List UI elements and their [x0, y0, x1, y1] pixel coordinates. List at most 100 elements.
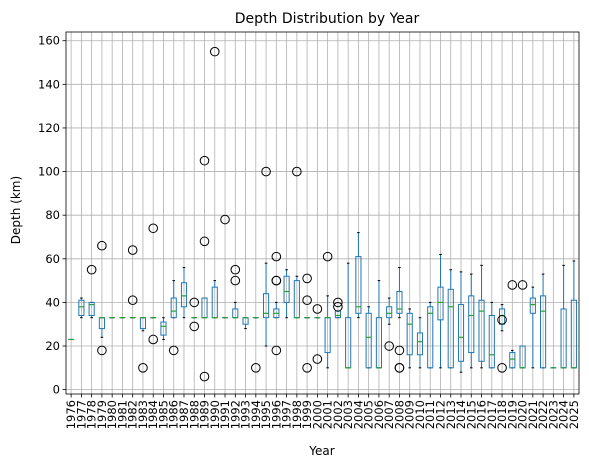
x-tick-label: 2007 [382, 400, 396, 429]
x-tick-label: 1992 [228, 400, 242, 429]
x-tick-label: 1997 [280, 400, 294, 429]
outlier-point [497, 315, 507, 325]
x-tick-label: 1985 [156, 400, 170, 429]
x-tick-label: 2014 [454, 400, 468, 429]
x-tick-label: 1983 [136, 400, 150, 429]
outlier-point [271, 275, 282, 286]
outlier-point [333, 297, 343, 308]
outlier-point [394, 345, 405, 356]
x-tick-label: 1999 [300, 400, 314, 429]
x-tick-label: 2018 [495, 400, 509, 429]
x-tick-label: 2021 [526, 400, 540, 429]
box-2022 [540, 273, 547, 369]
outlier-point [333, 301, 343, 312]
x-tick-label: 1976 [64, 400, 78, 429]
y-tick-label: 60 [45, 252, 60, 266]
box-1986 [168, 280, 179, 356]
x-tick-label: 2010 [413, 400, 427, 429]
box-1988 [189, 297, 200, 332]
outlier-point [220, 214, 230, 225]
x-tick-label: 2002 [331, 400, 345, 429]
x-tick-label: 1978 [85, 400, 99, 429]
y-tick-label: 140 [38, 77, 60, 91]
x-tick-label: 2017 [485, 400, 499, 429]
outlier-point [97, 240, 107, 251]
grid-lines [66, 32, 579, 394]
x-tick-label: 1998 [290, 400, 304, 429]
outlier-point [497, 363, 507, 373]
box-iqr [170, 297, 177, 319]
x-tick-label: 1977 [74, 400, 88, 429]
box-2000 [312, 304, 323, 364]
box-iqr [78, 299, 85, 316]
x-tick-label: 2000 [310, 400, 324, 429]
box-2007 [384, 297, 394, 351]
outlier-point [322, 251, 333, 262]
box-1978 [86, 264, 97, 319]
box-iqr [427, 306, 434, 369]
box-2020 [517, 280, 528, 369]
y-tick-label: 120 [38, 121, 60, 135]
x-tick-label: 2016 [475, 400, 489, 429]
box-1983 [138, 317, 148, 373]
box-1977 [78, 297, 85, 319]
box-iqr [396, 291, 403, 314]
outlier-point [251, 363, 261, 373]
box-2017 [488, 301, 495, 369]
x-tick-label: 1980 [105, 400, 119, 429]
box-1985 [160, 317, 167, 340]
outlier-point [302, 273, 312, 284]
box-iqr [488, 314, 495, 369]
outlier-point [271, 251, 282, 262]
outlier-point [517, 280, 528, 290]
box-2008 [394, 267, 405, 373]
x-tick-label: 1994 [249, 400, 263, 429]
box-iqr [457, 304, 465, 362]
box-1991 [220, 214, 230, 319]
outlier-point [199, 155, 210, 166]
y-tick-label: 0 [53, 383, 60, 397]
box-2002 [333, 297, 343, 319]
x-tick-label: 1995 [259, 400, 273, 429]
y-axis-label: Depth (km) [9, 176, 23, 244]
box-iqr [355, 256, 362, 314]
box-iqr [447, 288, 454, 369]
box-2024 [560, 264, 567, 369]
y-tick-label: 80 [45, 208, 60, 222]
outlier-point [312, 304, 323, 314]
outlier-point [127, 295, 138, 306]
box-iqr [509, 352, 516, 369]
box-2009 [406, 308, 413, 369]
box-2011 [427, 301, 434, 369]
outlier-point [209, 46, 220, 57]
outlier-point [168, 345, 179, 356]
x-tick-label: 1987 [177, 400, 191, 429]
box-2018 [497, 304, 507, 373]
box-1984 [148, 223, 159, 345]
box-iqr [529, 297, 536, 314]
outlier-point [189, 297, 200, 308]
x-tick-label: 2022 [536, 400, 550, 429]
y-tick-label: 160 [38, 34, 60, 48]
box-iqr [437, 286, 444, 321]
box-1993 [242, 317, 249, 330]
box-iqr [416, 332, 424, 356]
box-2010 [416, 317, 424, 369]
outlier-point [292, 166, 302, 177]
y-axis: 0 20 40 60 80 100 120 140 160 [38, 34, 66, 397]
x-tick-label: 2001 [321, 400, 335, 429]
box-iqr [283, 275, 290, 303]
outlier-point [261, 166, 271, 177]
outlier-point [271, 345, 282, 356]
x-tick-label: 1986 [167, 400, 181, 429]
outlier-point [302, 295, 312, 306]
box-2004 [355, 232, 362, 319]
box-iqr [160, 321, 167, 336]
box-1987 [180, 267, 188, 319]
box-2001 [322, 251, 333, 369]
x-tick-label: 1993 [239, 400, 253, 429]
x-tick-label: 1991 [218, 400, 232, 429]
x-axis-label: Year [308, 444, 334, 458]
x-tick-label: 1988 [187, 400, 201, 429]
x-tick-label: 2025 [567, 400, 581, 429]
